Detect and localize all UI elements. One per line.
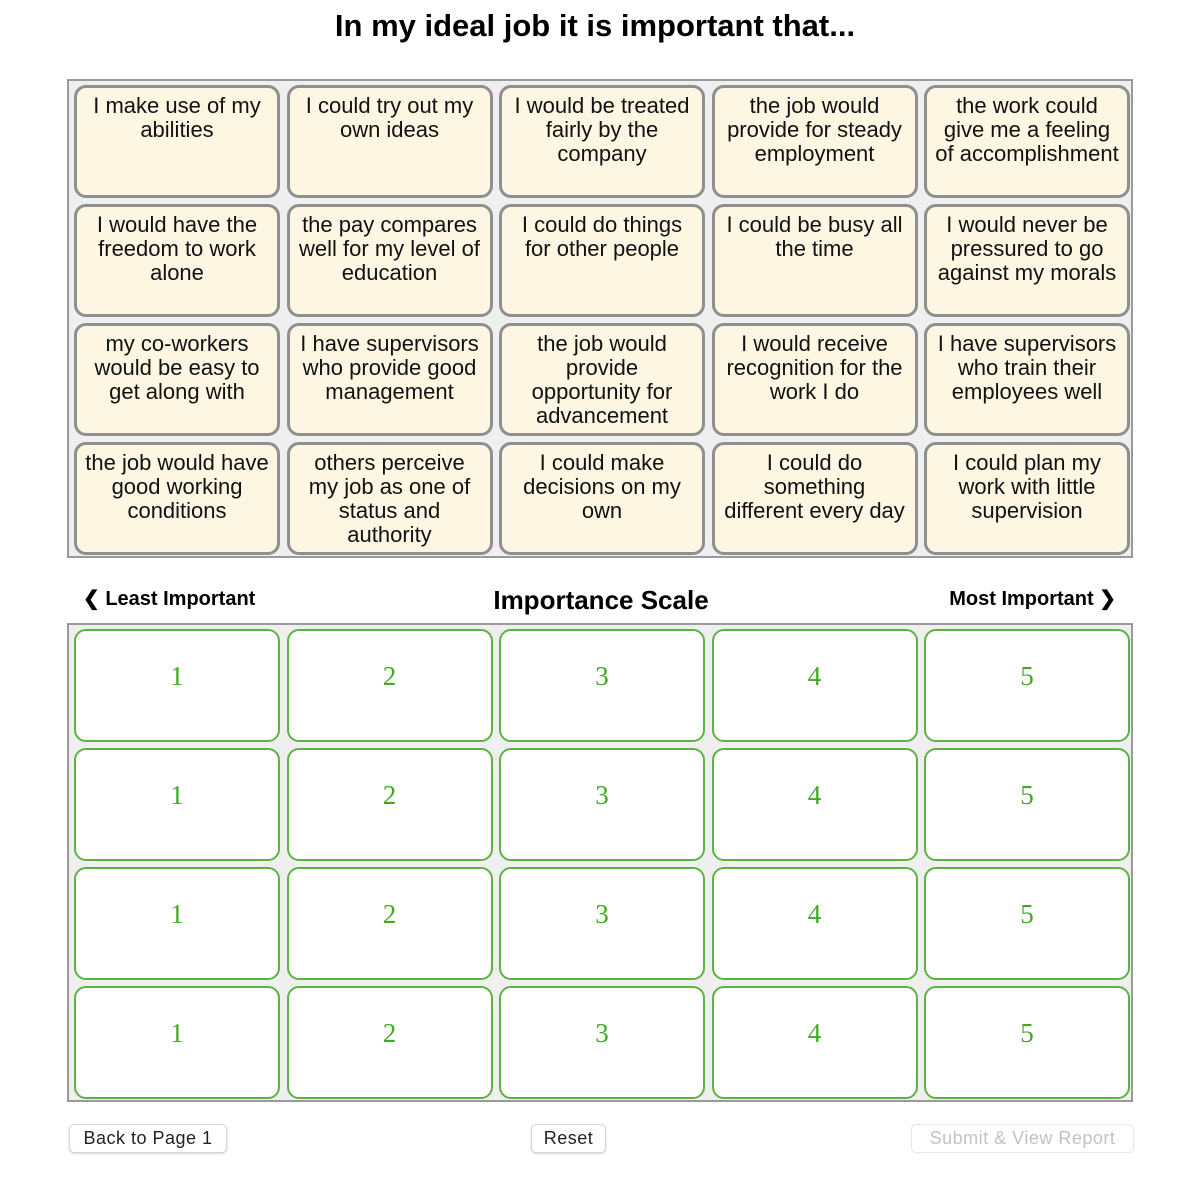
value-card[interactable]: I have supervisors who provide good mana… (286, 323, 493, 436)
rating-slot[interactable]: 5 (924, 748, 1130, 861)
scale-right-label: Most Important ❯ (949, 588, 1116, 610)
rating-slot[interactable]: 5 (924, 986, 1130, 1099)
value-card[interactable]: I would have the freedom to work alone (74, 204, 280, 317)
rating-slot[interactable]: 3 (499, 629, 705, 742)
value-card[interactable]: the work could give me a feeling of acco… (924, 85, 1130, 198)
value-card[interactable]: my co-workers would be easy to get along… (74, 323, 280, 436)
value-card[interactable]: I could be busy all the time (711, 204, 918, 317)
rating-slot[interactable]: 3 (499, 986, 705, 1099)
value-card[interactable]: I would never be pressured to go against… (924, 204, 1130, 317)
rating-slot[interactable]: 3 (499, 748, 705, 861)
card-pool: I make use of my abilities I could try ou… (67, 79, 1133, 558)
rating-slot[interactable]: 1 (74, 629, 280, 742)
page-title: In my ideal job it is important that... (334, 8, 856, 43)
rating-slot[interactable]: 2 (286, 748, 493, 861)
rating-slot[interactable]: 2 (286, 629, 493, 742)
rating-slot[interactable]: 4 (711, 748, 918, 861)
value-card[interactable]: the pay compares well for my level of ed… (286, 204, 493, 317)
value-card[interactable]: the job would have good working conditio… (74, 442, 280, 555)
rating-slot[interactable]: 1 (74, 986, 280, 1099)
scale-title: Importance Scale (493, 585, 709, 615)
rating-slot[interactable]: 1 (74, 748, 280, 861)
scale-left-label: ❮ Least Important (83, 588, 256, 610)
back-button[interactable]: Back to Page 1 (69, 1124, 227, 1153)
value-card[interactable]: I could do things for other people (499, 204, 705, 317)
value-card[interactable]: I would receive recognition for the work… (711, 323, 918, 436)
rating-slot[interactable]: 4 (711, 986, 918, 1099)
rating-slot[interactable]: 2 (286, 986, 493, 1099)
value-card[interactable]: I would be treated fairly by the company (499, 85, 705, 198)
rating-slot[interactable]: 5 (924, 867, 1130, 980)
submit-button: Submit & View Report (911, 1124, 1134, 1153)
value-card[interactable]: I have supervisors who train their emplo… (924, 323, 1130, 436)
rating-slot[interactable]: 4 (711, 867, 918, 980)
rating-slot[interactable]: 5 (924, 629, 1130, 742)
rating-slot[interactable]: 2 (286, 867, 493, 980)
value-card[interactable]: I make use of my abilities (74, 85, 280, 198)
rating-slot[interactable]: 3 (499, 867, 705, 980)
rating-slot[interactable]: 4 (711, 629, 918, 742)
value-card[interactable]: the job would provide for steady employm… (711, 85, 918, 198)
value-card[interactable]: I could plan my work with little supervi… (924, 442, 1130, 555)
value-card[interactable]: others perceive my job as one of status … (286, 442, 493, 555)
value-card[interactable]: the job would provide opportunity for ad… (499, 323, 705, 436)
value-card[interactable]: I could try out my own ideas (286, 85, 493, 198)
value-card[interactable]: I could make decisions on my own (499, 442, 705, 555)
reset-button[interactable]: Reset (531, 1124, 606, 1153)
rating-slot[interactable]: 1 (74, 867, 280, 980)
value-card[interactable]: I could do something different every day (711, 442, 918, 555)
